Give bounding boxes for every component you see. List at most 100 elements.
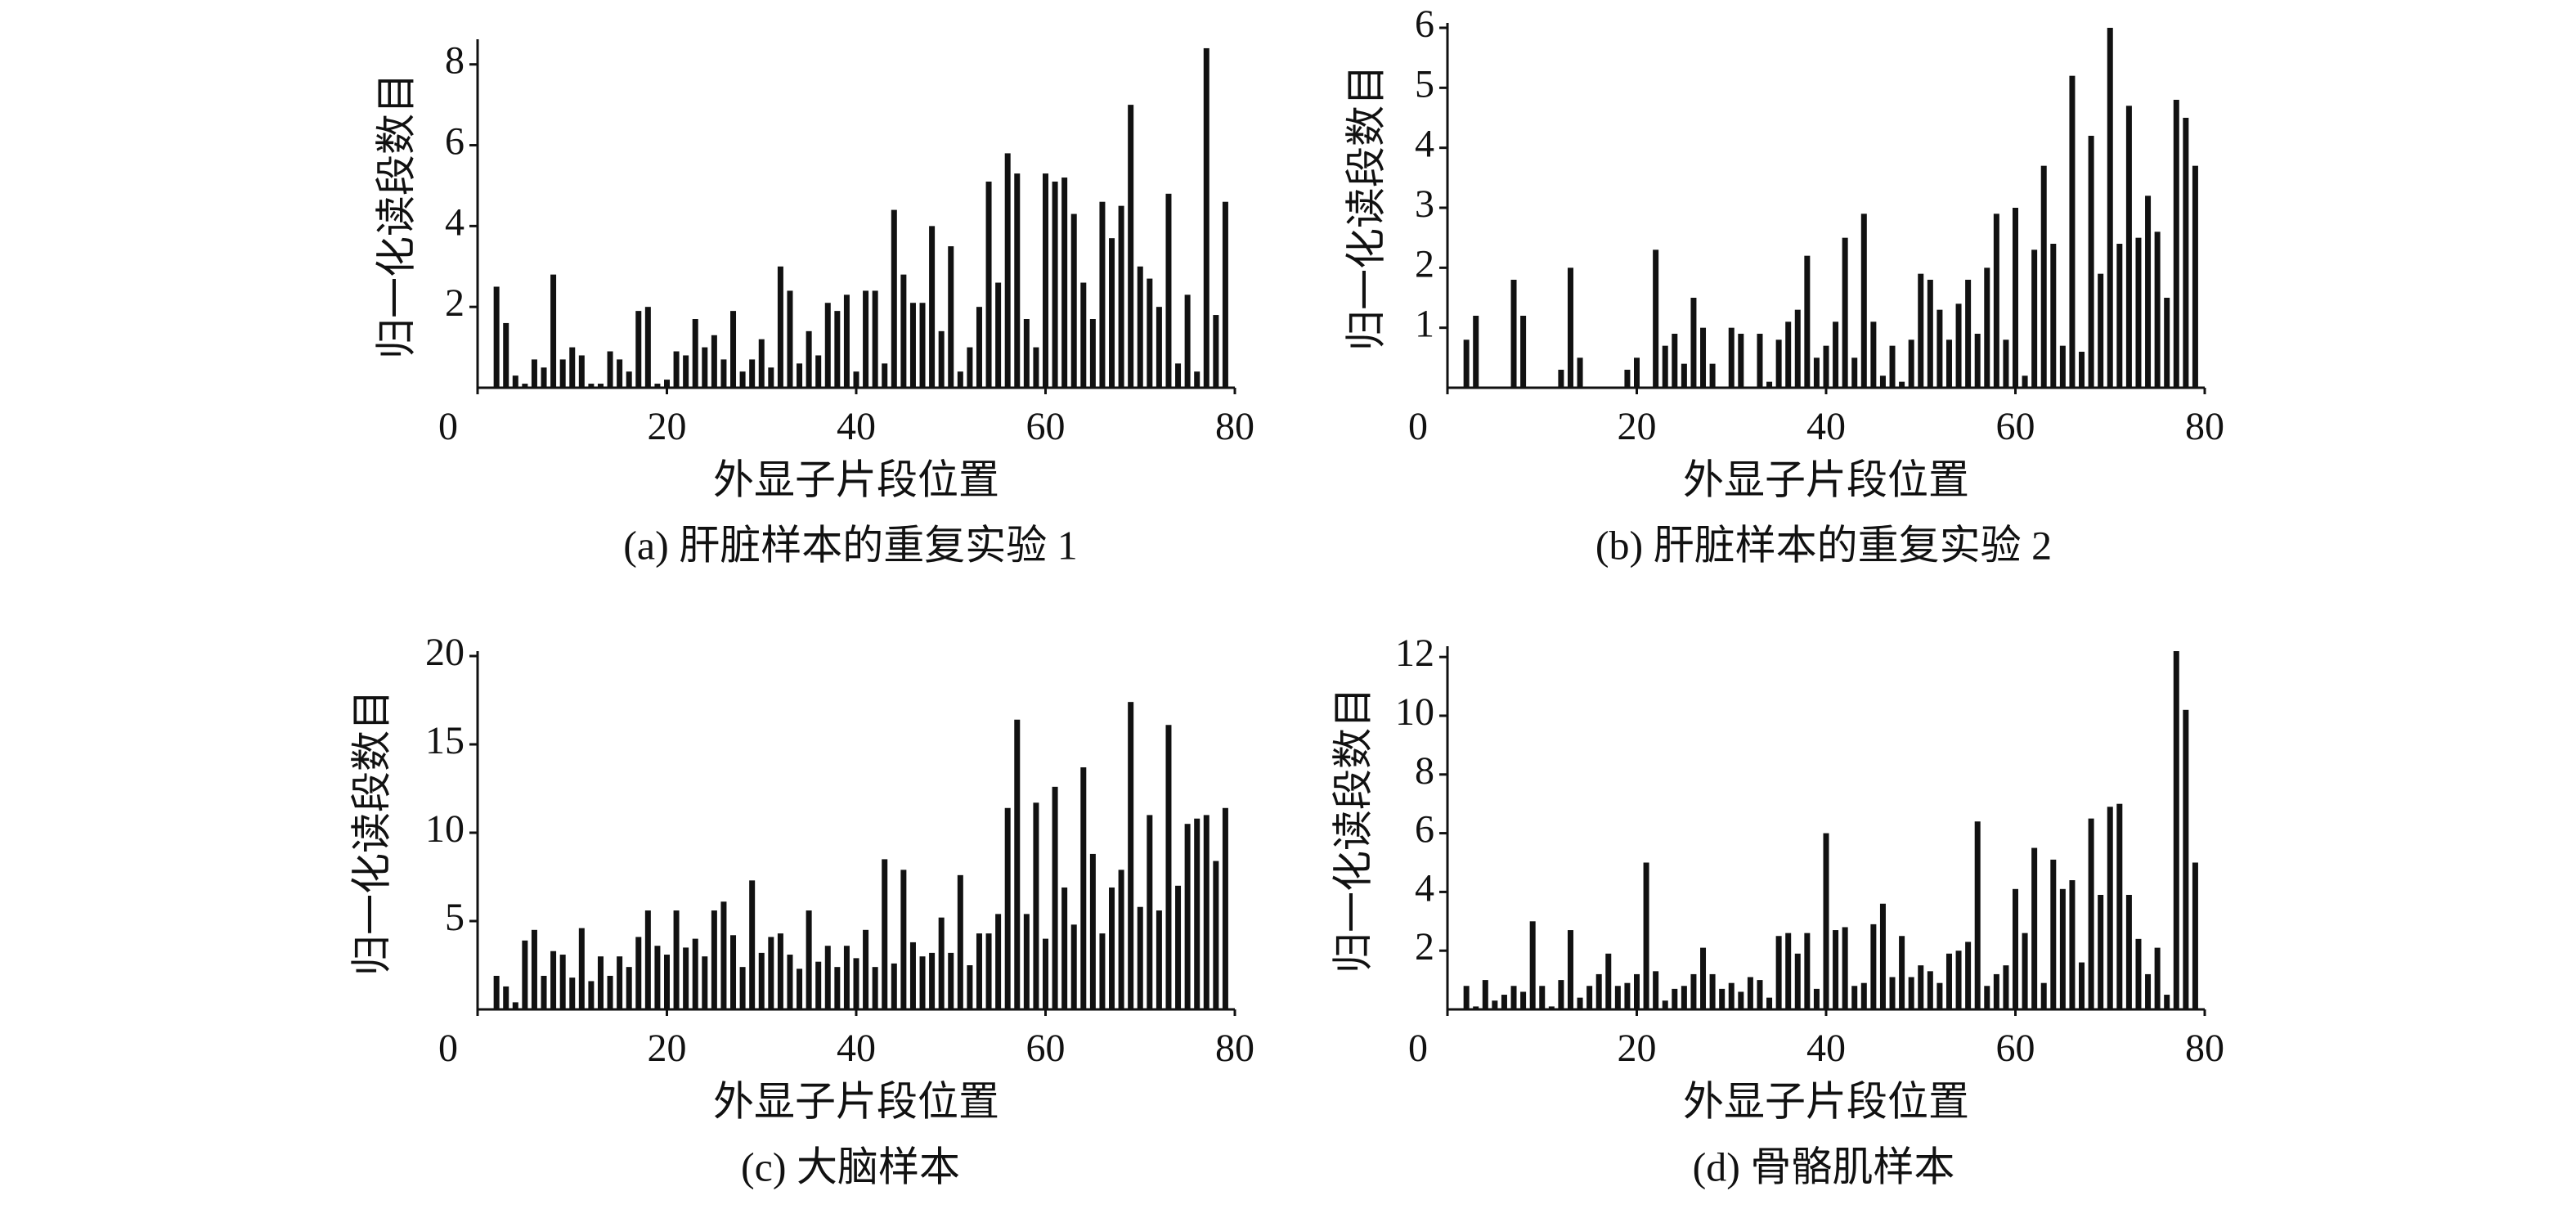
bar (588, 981, 595, 1009)
y-tick-label: 15 (425, 719, 464, 762)
chart-caption: (c) 大脑样本 (741, 1144, 960, 1189)
bar (1023, 319, 1030, 388)
bar (976, 933, 982, 1009)
bar (2173, 651, 2179, 1009)
bar (2145, 973, 2152, 1009)
y-tick-label: 6 (1415, 2, 1434, 46)
bar (673, 910, 680, 1009)
bar (1023, 914, 1030, 1009)
bar (1775, 339, 1782, 388)
bar (1681, 986, 1687, 1009)
bar (768, 937, 774, 1009)
bar (872, 967, 878, 1009)
y-tick-label: 2 (445, 281, 464, 325)
bar (2098, 273, 2104, 388)
bar (2022, 933, 2028, 1009)
bar (1473, 316, 1479, 388)
bar (1203, 47, 1209, 389)
y-tick-label: 1 (1415, 303, 1434, 346)
bar (531, 359, 537, 388)
bar (1099, 201, 1106, 388)
bar (692, 938, 698, 1009)
bar (768, 367, 774, 388)
bar (1936, 309, 1943, 388)
bar (1033, 347, 1039, 388)
bar (1222, 201, 1228, 388)
bar (1766, 997, 1773, 1009)
bar (797, 363, 803, 388)
bar (1653, 249, 1659, 388)
bar (730, 935, 737, 1009)
bar (938, 330, 945, 388)
bar (1147, 278, 1153, 388)
bar (635, 937, 642, 1009)
bar (967, 965, 973, 1009)
bar (2013, 888, 2018, 1009)
x-axis-label: 外显子片段位置 (1683, 456, 1969, 502)
bar (1156, 307, 1162, 388)
bar (900, 870, 907, 1009)
bar (683, 355, 689, 388)
bar (559, 955, 566, 1009)
bar (749, 359, 756, 388)
x-tick-label: 0 (438, 1027, 458, 1070)
bar (1070, 213, 1077, 388)
bar (1213, 861, 1219, 1009)
bar (2164, 298, 2170, 388)
bar (1061, 178, 1068, 388)
bar (2003, 965, 2009, 1009)
bar (1889, 977, 1896, 1009)
bar (512, 1002, 518, 1009)
bar (1823, 833, 1829, 1009)
chart-caption: (a) 肝脏样本的重复实验 1 (623, 522, 1078, 568)
bar (2040, 982, 2047, 1009)
bar (1870, 321, 1877, 388)
bar (512, 375, 518, 388)
x-axis-label: 外显子片段位置 (1683, 1078, 1969, 1124)
bar (664, 955, 670, 1009)
bar (2173, 100, 2179, 388)
bar (720, 359, 727, 388)
y-tick-label: 12 (1395, 631, 1434, 675)
bar (692, 319, 698, 388)
bar (957, 874, 963, 1009)
bar (1089, 319, 1096, 388)
bar (2135, 237, 2142, 388)
bar (1529, 921, 1536, 1009)
bar (1043, 173, 1048, 388)
bar (644, 910, 651, 1009)
bar (1577, 357, 1583, 388)
bar (578, 928, 585, 1009)
bar (1595, 973, 1602, 1009)
bar (2013, 208, 2018, 388)
bar (787, 290, 793, 388)
bar (531, 929, 537, 1009)
bar (758, 952, 765, 1009)
bar (607, 975, 613, 1009)
bar (1700, 327, 1707, 388)
chart-caption: (d) 骨骼肌样本 (1693, 1144, 1955, 1189)
bar (1004, 807, 1011, 1009)
bar (1757, 980, 1763, 1009)
bar (739, 371, 746, 388)
x-tick-label: 40 (837, 1027, 876, 1070)
x-tick-label: 80 (1215, 1027, 1254, 1070)
bar (1965, 942, 1972, 1009)
bar (559, 359, 566, 388)
bar (2183, 118, 2189, 388)
bar (1927, 280, 1933, 388)
bar (995, 914, 1002, 1009)
bar (1945, 953, 1952, 1009)
bar (797, 969, 803, 1009)
bar (1813, 988, 1820, 1009)
bar (1109, 887, 1115, 1009)
x-tick-label: 60 (1026, 405, 1066, 448)
bar (1089, 853, 1096, 1009)
y-axis-label: 归一化读段数目 (1330, 687, 1376, 973)
bar (1586, 986, 1593, 1009)
bar (607, 351, 613, 388)
bar (985, 933, 992, 1009)
